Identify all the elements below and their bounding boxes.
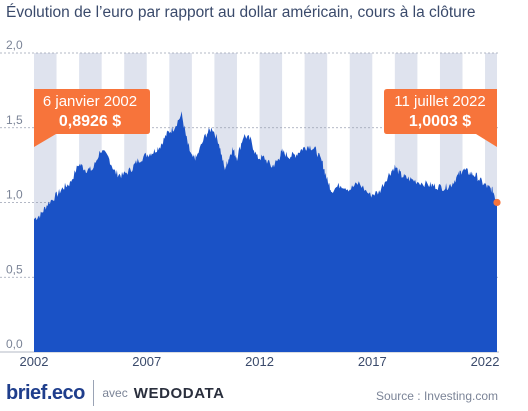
callout-end-box [384, 89, 497, 147]
y-tick-label: 0,5 [6, 262, 23, 276]
x-tick-label: 2002 [20, 354, 49, 369]
callout-start-date: 6 janvier 2002 [43, 93, 137, 110]
callout-start-box [34, 89, 150, 147]
x-axis-labels: 2002 2007 2012 2017 2022 [20, 354, 500, 369]
y-axis-labels: 0,0 0,5 1,0 1,5 2,0 [6, 38, 23, 351]
callout-end-value: 1,0003 $ [409, 113, 471, 130]
end-point-marker [493, 198, 501, 207]
y-tick-label: 2,0 [6, 38, 23, 52]
x-tick-label: 2022 [471, 354, 500, 369]
y-tick-label: 0,0 [6, 337, 23, 351]
x-tick-label: 2012 [245, 354, 274, 369]
callout-start-value: 0,8926 $ [59, 113, 121, 130]
brand-logo: brief.eco [6, 381, 85, 404]
partner-logo: WEDODATA [133, 384, 225, 402]
footer-brand: brief.eco avec WEDODATA [6, 380, 225, 406]
x-tick-label: 2007 [132, 354, 161, 369]
y-tick-label: 1,0 [6, 188, 23, 202]
area-series-eur-usd [34, 111, 497, 352]
chart-title: Évolution de l’euro par rapport au dolla… [6, 4, 476, 21]
brand-separator [92, 380, 95, 406]
callout-start: 6 janvier 2002 0,8926 $ [34, 89, 150, 147]
x-tick-label: 2017 [358, 354, 387, 369]
callout-end-date: 11 juillet 2022 [394, 93, 485, 110]
source-note: Source : Investing.com [375, 389, 498, 403]
y-tick-label: 1,5 [6, 113, 23, 127]
brand-avec: avec [102, 386, 128, 400]
callout-end: 11 juillet 2022 1,0003 $ [384, 89, 497, 147]
